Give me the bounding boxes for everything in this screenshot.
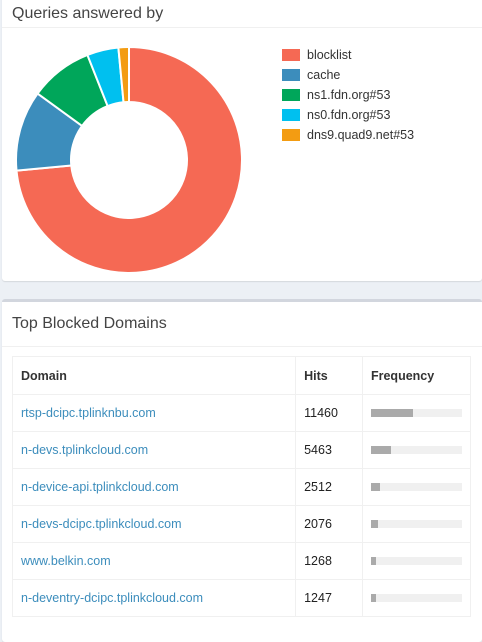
frequency-bar-fill (370, 409, 413, 417)
legend-label: dns9.quad9.net#53 (307, 128, 415, 142)
legend-label: ns1.fdn.org#53 (307, 88, 391, 102)
legend-label: ns0.fdn.org#53 (307, 108, 391, 122)
queries-answered-card: Queries answered by blocklist cache ns1.fd… (2, 0, 482, 281)
blocked-card-title: Top Blocked Domains (12, 315, 167, 332)
hits-cell: 1247 (295, 579, 363, 617)
legend-label: cache (307, 68, 341, 82)
frequency-bar-fill (370, 594, 376, 602)
domain-link[interactable]: n-deventry-dcipc.tplinkcloud.com (21, 591, 204, 605)
legend-item[interactable]: ns0.fdn.org#53 (282, 105, 414, 125)
legend-swatch (282, 109, 300, 121)
queries-chart-legend: blocklist cache ns1.fdn.org#53 ns0.fdn.org#… (282, 45, 414, 145)
legend-swatch (282, 49, 300, 61)
domain-link[interactable]: n-device-api.tplinkcloud.com (21, 480, 179, 494)
legend-item[interactable]: cache (282, 65, 414, 85)
legend-swatch (282, 129, 300, 141)
table-row: n-deventry-dcipc.tplinkcloud.com 1247 (11, 579, 472, 617)
queries-donut-chart (15, 45, 243, 274)
legend-swatch (282, 69, 300, 81)
legend-item[interactable]: blocklist (282, 45, 414, 65)
table-row: n-devs.tplinkcloud.com 5463 (11, 431, 472, 469)
hits-cell: 11460 (295, 394, 363, 432)
top-blocked-domains-card: Top Blocked Domains Domain Hits Frequenc… (2, 299, 482, 642)
frequency-bar (370, 520, 462, 528)
legend-label: blocklist (307, 48, 352, 62)
frequency-bar-fill (370, 446, 391, 454)
frequency-bar (370, 409, 462, 417)
table-header-row: Domain Hits Frequency (11, 356, 472, 395)
frequency-bar (370, 446, 462, 454)
table-row: rtsp-dcipc.tplinknbu.com 11460 (11, 394, 472, 432)
table-row: n-device-api.tplinkcloud.com 2512 (11, 468, 472, 506)
donut-slice-blocklist[interactable] (15, 45, 243, 274)
legend-swatch (282, 89, 300, 101)
queries-card-header: Queries answered by (2, 0, 482, 28)
frequency-bar (370, 557, 462, 565)
frequency-bar-fill (370, 520, 379, 528)
column-header-hits: Hits (295, 356, 363, 395)
queries-card-title: Queries answered by (12, 5, 164, 22)
column-header-domain: Domain (11, 356, 297, 395)
blocked-domains-table: Domain Hits Frequency rtsp-dcipc.tplinkn… (11, 356, 472, 617)
table-row: n-devs-dcipc.tplinkcloud.com 2076 (11, 505, 472, 543)
frequency-bar (370, 594, 462, 602)
frequency-bar (370, 483, 462, 491)
blocked-card-header: Top Blocked Domains (2, 302, 482, 347)
domain-link[interactable]: n-devs.tplinkcloud.com (21, 443, 149, 457)
donut-slice-dns9-quad9-net-53[interactable] (117, 45, 130, 104)
hits-cell: 2512 (295, 468, 363, 506)
legend-item[interactable]: ns1.fdn.org#53 (282, 85, 414, 105)
hits-cell: 5463 (295, 431, 363, 469)
hits-cell: 1268 (295, 542, 363, 580)
frequency-bar-fill (370, 557, 376, 565)
domain-link[interactable]: n-devs-dcipc.tplinkcloud.com (21, 517, 182, 531)
legend-item[interactable]: dns9.quad9.net#53 (282, 125, 414, 145)
domain-link[interactable]: www.belkin.com (21, 554, 111, 568)
domain-link[interactable]: rtsp-dcipc.tplinknbu.com (21, 406, 156, 420)
frequency-bar-fill (370, 483, 381, 491)
column-header-frequency: Frequency (361, 356, 472, 395)
hits-cell: 2076 (295, 505, 363, 543)
table-row: www.belkin.com 1268 (11, 542, 472, 580)
